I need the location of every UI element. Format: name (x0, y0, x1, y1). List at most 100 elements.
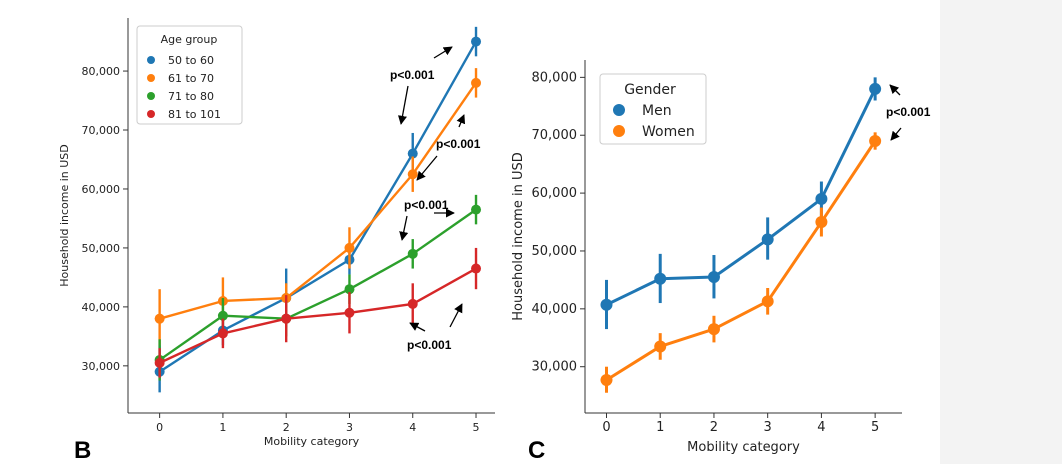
legend-marker (147, 110, 155, 118)
annotation-arrow (398, 85, 409, 125)
x-tick-label: 1 (219, 421, 226, 434)
data-point (600, 298, 613, 311)
data-point (869, 82, 882, 95)
legend-marker (613, 104, 625, 116)
data-point (471, 204, 482, 215)
legend-label: Men (642, 103, 672, 119)
chart-panel-c: 30,000 40,000 50,000 60,000 70,000 80,000 0 1 2 3… (511, 60, 931, 464)
x-axis-label: Mobility category (687, 440, 800, 455)
x-tick-label: 4 (409, 421, 416, 434)
y-tick-label: 60,000 (82, 183, 121, 196)
legend-label: 50 to 60 (168, 54, 214, 67)
legend-marker (147, 56, 155, 64)
annotations: p<0.001 (886, 84, 931, 141)
chart-panel-b: 30,000 40,000 50,000 60,000 70,000 80,000 0 1 2 3… (58, 18, 495, 464)
x-axis-label: Mobility category (264, 435, 360, 448)
data-point (407, 169, 418, 180)
data-point (707, 323, 720, 336)
series-81-to-101 (154, 247, 482, 378)
data-point (407, 298, 418, 309)
data-point (154, 313, 165, 324)
legend-label: 81 to 101 (168, 108, 221, 121)
data-point (407, 248, 418, 259)
x-tick-label: 3 (764, 420, 772, 435)
annotation-arrow (890, 127, 902, 141)
annotation-pvalue: p<0.001 (404, 198, 449, 212)
data-point (471, 36, 482, 47)
series-men (600, 77, 882, 330)
data-point (344, 284, 355, 295)
series-line (605, 88, 877, 307)
annotation-arrow (449, 303, 463, 328)
x-tick-label: 3 (346, 421, 353, 434)
y-tick-label: 80,000 (82, 65, 121, 78)
data-point (344, 307, 355, 318)
y-tick-label: 50,000 (532, 244, 578, 259)
data-point (217, 310, 228, 321)
legend-frame (599, 73, 707, 145)
annotation-pvalue: p<0.001 (436, 137, 481, 151)
annotation-pvalue: p<0.001 (390, 68, 435, 82)
data-point (600, 374, 613, 387)
y-tick-label: 40,000 (532, 302, 578, 317)
y-tick-label: 50,000 (82, 242, 121, 255)
legend-label: Women (642, 124, 695, 140)
legend-marker (147, 92, 155, 100)
series-line (158, 208, 477, 361)
panel-label: C (528, 437, 545, 464)
right-margin (940, 0, 1062, 464)
series-line (159, 82, 478, 320)
y-tick-label: 30,000 (82, 360, 121, 373)
legend-marker (147, 74, 155, 82)
data-point (761, 295, 774, 308)
data-point (281, 313, 292, 324)
data-point (217, 328, 228, 339)
series-71-to-80 (154, 194, 482, 381)
data-point (344, 242, 355, 253)
x-tick-label: 5 (473, 421, 480, 434)
panel-label: B (74, 437, 91, 464)
x-tick-label: 2 (710, 420, 718, 435)
legend-gender: Gender Men Women (599, 73, 707, 145)
data-point (815, 192, 828, 205)
annotation-arrow (409, 322, 426, 332)
data-point (707, 271, 720, 284)
data-point (471, 263, 482, 274)
y-tick-label: 60,000 (532, 186, 578, 201)
y-axis-label: Household income in USD (58, 144, 71, 287)
x-tick-label: 0 (602, 420, 610, 435)
y-tick-label: 70,000 (532, 128, 578, 143)
annotation-pvalue: p<0.001 (407, 338, 452, 352)
data-point (761, 233, 774, 246)
x-tick-label: 2 (283, 421, 290, 434)
legend-frame (136, 25, 243, 125)
legend-marker (613, 125, 625, 137)
x-tick-label: 5 (871, 420, 879, 435)
series-line (159, 267, 477, 364)
annotation-pvalue: p<0.001 (886, 105, 931, 119)
legend-title: Age group (161, 33, 218, 46)
legend-label: 71 to 80 (168, 90, 214, 103)
annotation-arrow (889, 84, 901, 96)
x-tick-label: 1 (656, 420, 664, 435)
data-point (654, 340, 667, 353)
y-tick-label: 40,000 (82, 301, 121, 314)
legend-age-group: Age group 50 to 60 61 to 70 71 to 80 81 … (136, 25, 243, 125)
annotation-arrow (433, 46, 453, 59)
annotations: p<0.001 p<0.001 p<0.001 p<0.001 (390, 46, 481, 352)
y-tick-label: 70,000 (82, 124, 121, 137)
data-point (815, 216, 828, 229)
x-tick-label: 0 (156, 421, 163, 434)
y-axis-label: Household income in USD (511, 152, 526, 320)
legend-title: Gender (624, 82, 676, 98)
y-tick-label: 80,000 (532, 70, 578, 85)
legend-label: 61 to 70 (168, 72, 214, 85)
annotation-arrow (456, 114, 466, 128)
y-tick-label: 30,000 (532, 360, 578, 375)
x-tick-label: 4 (817, 420, 825, 435)
data-point (407, 148, 418, 159)
annotation-arrow (399, 215, 409, 241)
data-point (869, 135, 882, 148)
series-line (605, 140, 877, 382)
